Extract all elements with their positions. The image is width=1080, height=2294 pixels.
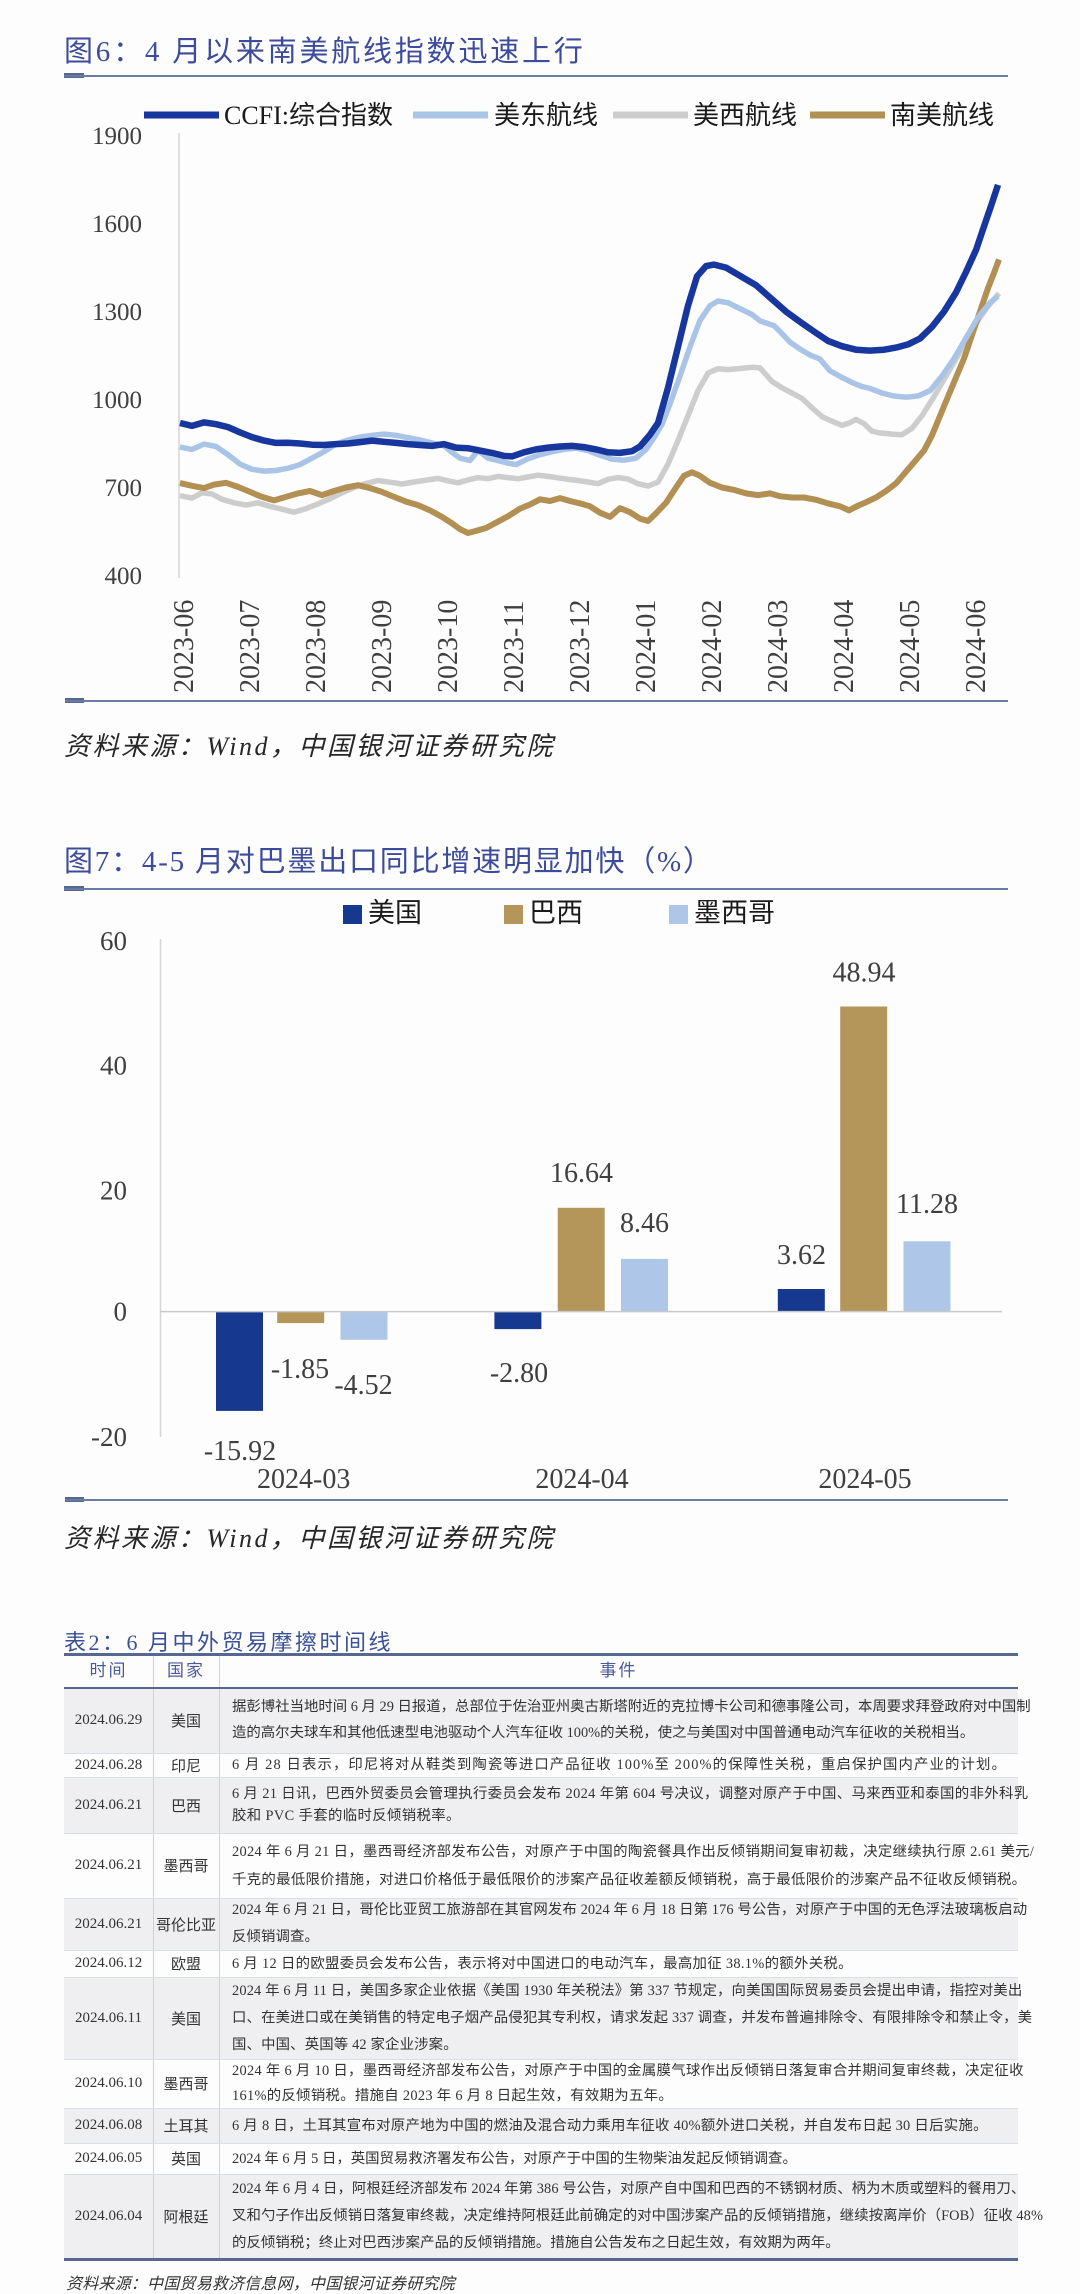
- svg-text:2024-04: 2024-04: [535, 1464, 628, 1495]
- svg-text:2023-08: 2023-08: [301, 600, 332, 693]
- svg-text:16.64: 16.64: [550, 1158, 613, 1189]
- svg-text:2024-06: 2024-06: [961, 600, 992, 693]
- svg-text:400: 400: [105, 563, 143, 590]
- svg-text:美东航线: 美东航线: [494, 101, 598, 130]
- svg-text:-2.80: -2.80: [490, 1358, 548, 1389]
- svg-text:2023-09: 2023-09: [367, 600, 398, 693]
- svg-text:8.46: 8.46: [620, 1208, 669, 1239]
- svg-text:2024-04: 2024-04: [829, 600, 860, 693]
- svg-text:11.28: 11.28: [896, 1189, 958, 1220]
- svg-text:-20: -20: [91, 1422, 127, 1452]
- svg-text:40: 40: [100, 1051, 127, 1081]
- svg-text:60: 60: [100, 926, 127, 956]
- svg-text:1900: 1900: [92, 123, 142, 150]
- svg-text:1000: 1000: [92, 387, 142, 414]
- svg-text:2024-02: 2024-02: [697, 600, 728, 693]
- svg-text:3.62: 3.62: [777, 1240, 826, 1271]
- svg-text:-4.52: -4.52: [334, 1370, 392, 1401]
- svg-text:0: 0: [114, 1297, 128, 1327]
- svg-text:2024-05: 2024-05: [895, 600, 926, 693]
- svg-text:2024-03: 2024-03: [763, 600, 794, 693]
- svg-text:墨西哥: 墨西哥: [694, 898, 775, 928]
- svg-text:2024-05: 2024-05: [818, 1464, 911, 1495]
- svg-text:2023-07: 2023-07: [235, 600, 266, 693]
- svg-text:2024-03: 2024-03: [257, 1464, 350, 1495]
- svg-text:1600: 1600: [92, 211, 142, 238]
- svg-text:2023-12: 2023-12: [565, 600, 596, 693]
- svg-text:2023-06: 2023-06: [169, 600, 200, 693]
- svg-text:20: 20: [100, 1175, 127, 1205]
- svg-text:1300: 1300: [92, 299, 142, 326]
- svg-text:-15.92: -15.92: [204, 1436, 276, 1467]
- svg-text:700: 700: [105, 475, 143, 502]
- svg-text:美西航线: 美西航线: [693, 101, 797, 130]
- svg-text:南美航线: 南美航线: [890, 101, 994, 130]
- svg-text:2024-01: 2024-01: [631, 600, 662, 693]
- svg-text:CCFI:综合指数: CCFI:综合指数: [224, 101, 393, 130]
- svg-text:美国: 美国: [368, 898, 422, 928]
- svg-text:2023-11: 2023-11: [499, 601, 530, 693]
- svg-text:2023-10: 2023-10: [433, 600, 464, 693]
- svg-text:48.94: 48.94: [833, 958, 896, 989]
- svg-text:-1.85: -1.85: [271, 1354, 329, 1385]
- svg-text:巴西: 巴西: [529, 898, 583, 928]
